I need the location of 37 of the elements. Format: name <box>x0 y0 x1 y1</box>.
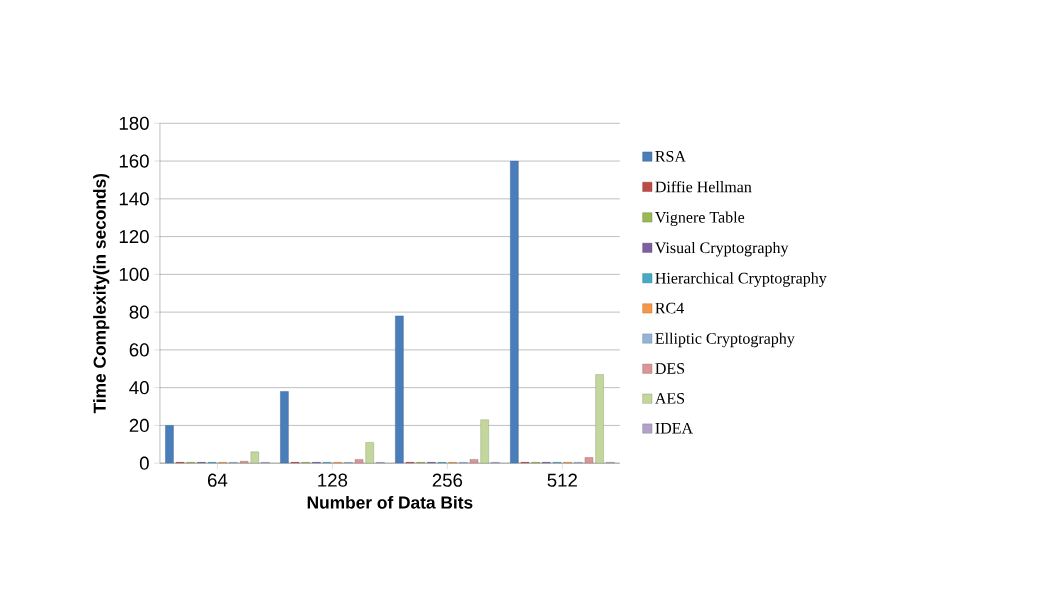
bar <box>595 374 604 464</box>
legend-label: DES <box>655 363 685 374</box>
y-tick-label: 140 <box>119 192 149 206</box>
legend-label: Visual Cryptography <box>655 242 789 257</box>
y-tick-label: 120 <box>119 230 149 244</box>
legend-label: IDEA <box>655 423 693 434</box>
x-tick-label: 128 <box>318 473 348 487</box>
legend-label: Vignere Table <box>655 211 745 227</box>
y-tick-label: 100 <box>119 267 149 282</box>
bar <box>250 451 259 464</box>
bar <box>480 419 489 464</box>
legend-label: RC4 <box>655 302 684 314</box>
legend-label: Elliptic Cryptography <box>655 332 795 348</box>
bar <box>395 315 404 464</box>
legend-label: Diffie Hellman <box>655 180 752 193</box>
y-tick-label: 40 <box>129 381 149 395</box>
y-tick-label: 160 <box>119 154 149 168</box>
bar <box>365 442 374 464</box>
x-axis-title: Number of Data Bits <box>307 496 473 509</box>
legend-label: Hierarchical Cryptography <box>655 272 827 287</box>
bar <box>354 459 364 464</box>
x-tick-label: 512 <box>547 473 577 487</box>
y-tick-label: 60 <box>129 343 149 357</box>
legend-label: RSA <box>655 151 686 162</box>
y-tick-label: 80 <box>129 305 149 319</box>
x-tick-label: 256 <box>432 473 463 487</box>
bar <box>584 457 594 464</box>
y-tick-label: 20 <box>129 418 149 433</box>
y-tick-label: 0 <box>139 456 149 470</box>
bar <box>165 425 174 464</box>
bar <box>469 459 479 464</box>
y-tick-label: 180 <box>119 116 149 130</box>
bar <box>510 160 519 464</box>
x-tick-label: 64 <box>207 473 228 487</box>
bar <box>280 391 289 464</box>
legend-label: AES <box>655 393 685 404</box>
y-axis-title: Time Complexity(in seconds) <box>93 174 110 414</box>
